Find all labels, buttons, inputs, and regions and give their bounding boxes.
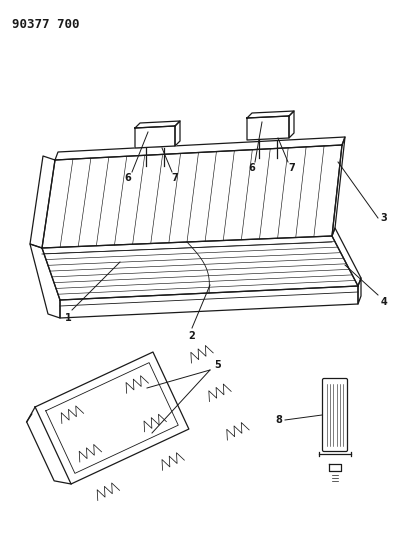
Text: 5: 5 xyxy=(214,360,221,370)
Text: 6: 6 xyxy=(125,173,131,183)
Polygon shape xyxy=(55,137,345,160)
Text: 7: 7 xyxy=(289,163,295,173)
Polygon shape xyxy=(30,244,60,318)
Polygon shape xyxy=(332,137,345,236)
Polygon shape xyxy=(35,352,189,484)
Polygon shape xyxy=(175,121,180,146)
Text: 4: 4 xyxy=(381,297,387,307)
Polygon shape xyxy=(42,145,342,248)
Polygon shape xyxy=(42,236,358,300)
Polygon shape xyxy=(135,121,180,128)
Text: 3: 3 xyxy=(381,213,387,223)
Text: 8: 8 xyxy=(276,415,282,425)
Polygon shape xyxy=(135,126,175,148)
Polygon shape xyxy=(247,116,289,140)
Polygon shape xyxy=(289,111,294,138)
Polygon shape xyxy=(30,156,55,248)
Text: 2: 2 xyxy=(188,331,195,341)
Polygon shape xyxy=(358,278,361,304)
Polygon shape xyxy=(46,362,178,473)
FancyBboxPatch shape xyxy=(322,378,348,451)
Text: 7: 7 xyxy=(172,173,178,183)
Polygon shape xyxy=(60,286,358,318)
Text: 1: 1 xyxy=(65,313,71,323)
Text: 6: 6 xyxy=(249,163,255,173)
Text: 90377 700: 90377 700 xyxy=(12,18,79,31)
Polygon shape xyxy=(247,111,294,118)
Polygon shape xyxy=(332,228,361,286)
